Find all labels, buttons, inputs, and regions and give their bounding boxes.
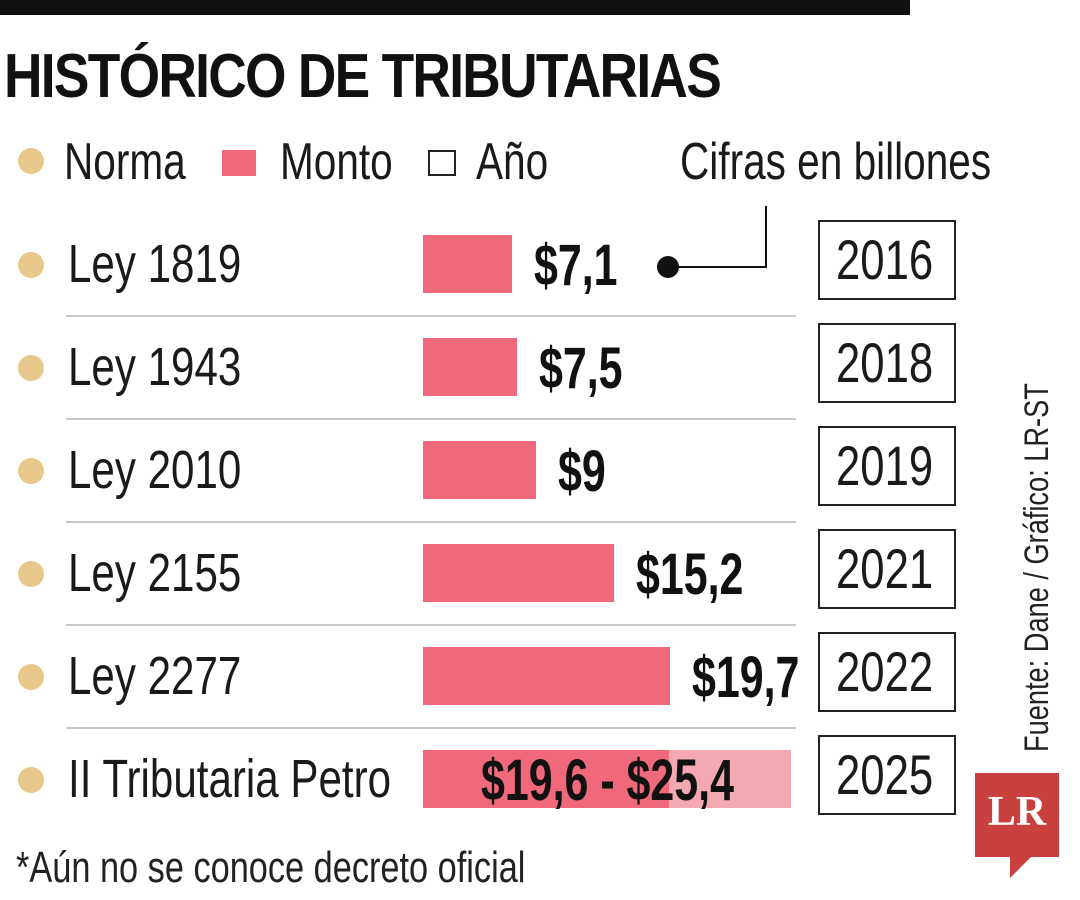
lr-logo: LR (975, 773, 1059, 857)
bar (423, 750, 669, 808)
value-label: $19,6 - $25,4 (481, 748, 734, 813)
year-label: 2016 (836, 228, 934, 291)
top-rule (0, 0, 910, 15)
category-label: Ley 1943 (68, 337, 242, 397)
bar (423, 338, 518, 396)
bar (423, 647, 671, 705)
year-box: 2022 (818, 632, 956, 712)
category-label: Ley 2155 (68, 543, 242, 603)
year-box: 2019 (818, 426, 956, 506)
year-box: 2016 (818, 220, 956, 300)
year-label: 2018 (836, 331, 934, 394)
row-separator (66, 727, 796, 729)
row-dot (18, 355, 44, 381)
legend-anio-label: Año (476, 133, 549, 191)
value-label: $7,1 (534, 233, 618, 298)
row-separator (66, 624, 796, 626)
year-label: 2022 (836, 640, 934, 703)
row-separator (66, 418, 796, 420)
year-box: 2025 (818, 735, 956, 815)
legend-monto-swatch (222, 150, 256, 176)
category-label: Ley 1819 (68, 234, 242, 294)
year-box: 2018 (818, 323, 956, 403)
source-credit: Fuente: Dane / Gráfico: LR-ST (1018, 383, 1056, 752)
row-separator (66, 521, 796, 523)
legend-anio-swatch (428, 150, 456, 176)
lr-logo-tail (1010, 856, 1032, 878)
row-separator (66, 315, 796, 317)
value-label: $7,5 (539, 336, 623, 401)
category-label: Ley 2277 (68, 646, 242, 706)
lr-logo-text: LR (987, 789, 1047, 835)
legend-norma-label: Norma (64, 133, 186, 191)
footnote: *Aún no se conoce decreto oficial (16, 843, 526, 892)
bar (423, 441, 536, 499)
note-leader-dot (657, 256, 679, 278)
year-label: 2025 (836, 743, 934, 806)
legend-monto-label: Monto (280, 133, 393, 191)
row-dot (18, 458, 44, 484)
category-label: II Tributaria Petro (68, 749, 392, 809)
year-label: 2021 (836, 537, 934, 600)
category-label: Ley 2010 (68, 440, 242, 500)
units-note: Cifras en billones (680, 133, 992, 191)
row-dot (18, 767, 44, 793)
note-leader-horizontal (668, 266, 767, 268)
row-dot (18, 252, 44, 278)
bar (423, 235, 513, 293)
year-box: 2021 (818, 529, 956, 609)
bar (423, 544, 614, 602)
value-label: $9 (557, 439, 606, 504)
note-leader-vertical (765, 206, 767, 268)
legend-norma-dot (18, 148, 44, 174)
row-dot (18, 561, 44, 587)
value-label: $15,2 (635, 542, 744, 607)
year-label: 2019 (836, 434, 934, 497)
value-label: $19,7 (692, 645, 800, 710)
chart-title: HISTÓRICO DE TRIBUTARIAS (4, 42, 722, 111)
row-dot (18, 664, 44, 690)
